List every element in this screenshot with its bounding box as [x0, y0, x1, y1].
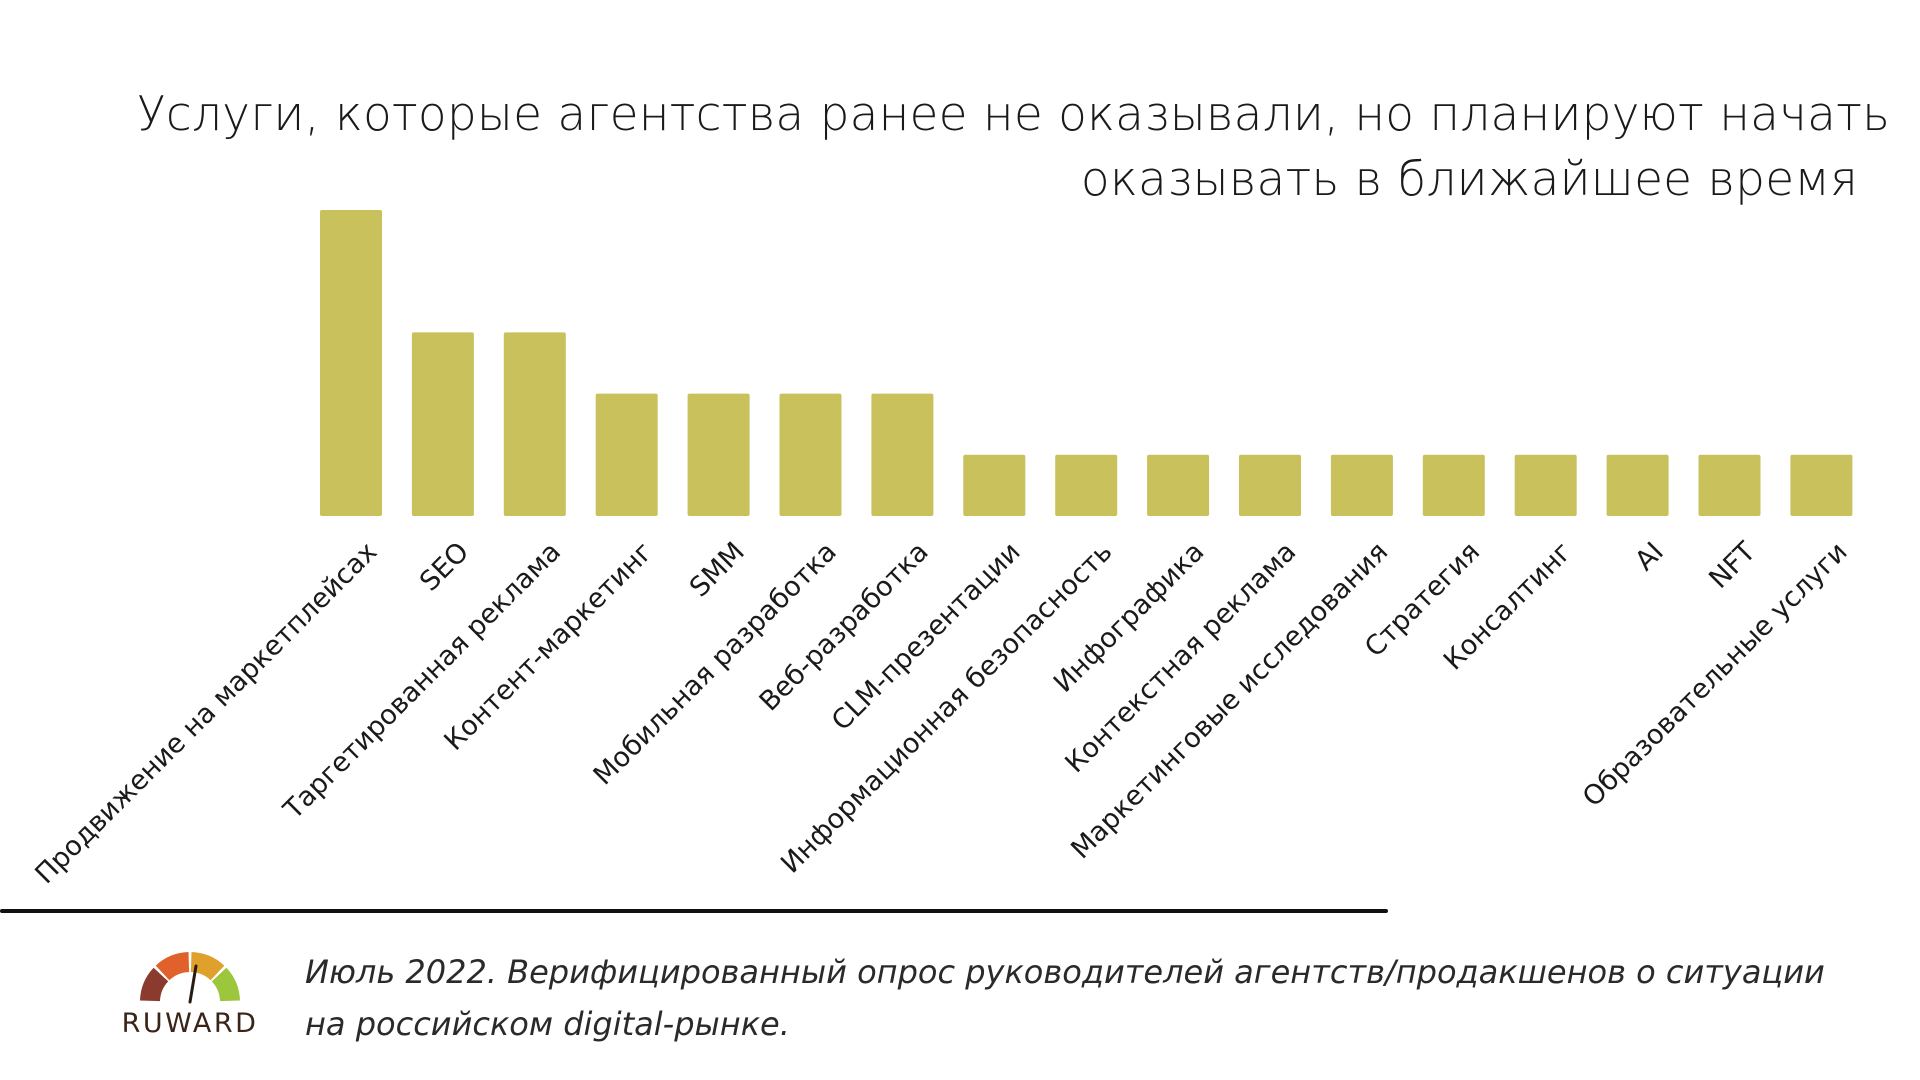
bar-15 — [1606, 454, 1669, 516]
bar-5 — [687, 393, 750, 516]
bar-3 — [503, 332, 566, 516]
category-labels-group: Продвижение на маркетплейсах SEOТаргетиро… — [29, 536, 1853, 890]
bar-8 — [963, 454, 1026, 516]
chart-title-line-2: оказывать в ближайшее время — [1080, 152, 1858, 207]
gauge-icon — [140, 952, 240, 1004]
footnote: Июль 2022. Верифицированный опрос руково… — [305, 946, 1905, 1050]
bar-16 — [1698, 454, 1761, 516]
bar-4 — [595, 393, 658, 516]
gauge-arcs — [140, 952, 240, 1002]
category-label-9: Информационная безопасность — [775, 536, 1118, 879]
gauge-needle — [188, 964, 198, 1004]
category-label-7: Веб-разработка — [754, 536, 935, 717]
gauge-segment-3 — [190, 952, 225, 981]
bar-10 — [1147, 454, 1210, 516]
logo-text: RUWARD — [121, 1008, 259, 1039]
bar-12 — [1330, 454, 1393, 516]
bar-7 — [871, 393, 934, 516]
category-label-1: Продвижение на маркетплейсах — [29, 536, 383, 890]
bar-9 — [1055, 454, 1118, 516]
category-label-15: AI — [1629, 536, 1670, 577]
bar-11 — [1239, 454, 1301, 516]
gauge-segment-1 — [140, 967, 169, 1002]
footnote-line-1: Июль 2022. Верифицированный опрос руково… — [305, 953, 1825, 991]
bars-group — [320, 210, 1853, 516]
bar-17 — [1790, 454, 1853, 516]
category-label-2: SEO — [414, 536, 475, 597]
bar-2 — [411, 332, 474, 516]
bar-1 — [320, 210, 382, 516]
footnote-line-2: на российском digital-рынке. — [305, 1005, 790, 1043]
bar-14 — [1514, 454, 1577, 516]
category-label-16: NFT — [1703, 536, 1762, 595]
category-label-5: SMM — [684, 536, 751, 603]
chart-title: Услуги, которые агентства ранее не оказы… — [70, 82, 1890, 212]
gauge-segment-2 — [155, 952, 190, 981]
ruward-logo: RUWARD — [110, 940, 270, 1040]
bar-13 — [1422, 454, 1485, 516]
chart-title-line-1: Услуги, которые агентства ранее не оказы… — [137, 87, 1890, 142]
divider-rule — [0, 909, 1388, 913]
bar-6 — [779, 393, 842, 516]
gauge-segment-4 — [211, 967, 240, 1002]
